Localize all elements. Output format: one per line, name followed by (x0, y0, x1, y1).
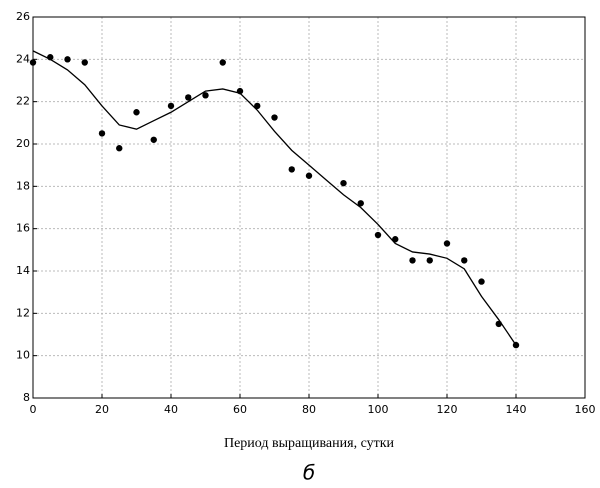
y-tick-label: 24 (16, 52, 30, 65)
x-tick-label: 60 (233, 403, 247, 416)
data-point (340, 179, 347, 187)
fit-line (32, 50, 517, 346)
data-point (29, 59, 37, 66)
y-tick-label: 8 (23, 391, 30, 404)
caption: б (303, 461, 315, 485)
data-point (305, 172, 313, 179)
data-point (116, 145, 123, 152)
data-point (409, 257, 416, 264)
y-tick-label: 12 (16, 306, 30, 319)
x-tick-label: 40 (164, 403, 178, 416)
data-point (202, 92, 209, 99)
data-point (150, 136, 157, 143)
data-point (461, 257, 468, 264)
plot-frame (32, 16, 586, 399)
x-tick-label: 20 (95, 403, 109, 416)
x-tick-label: 100 (368, 403, 389, 416)
x-tick-label: 160 (575, 403, 596, 416)
y-tick-label: 22 (16, 95, 30, 108)
data-point (254, 102, 261, 110)
data-point (219, 59, 226, 66)
y-tick-label: 26 (16, 10, 30, 23)
y-tick-label: 10 (16, 349, 30, 362)
data-point (133, 109, 140, 116)
data-point (185, 94, 192, 101)
y-tick-label: 18 (16, 179, 30, 192)
x-tick-label: 80 (302, 403, 316, 416)
y-tick-label: 14 (16, 264, 30, 277)
x-axis-label: Период выращивания, сутки (224, 436, 395, 451)
y-tick-label: 16 (16, 222, 30, 235)
data-point (357, 200, 364, 207)
data-point (426, 257, 433, 264)
x-tick-label: 0 (30, 403, 37, 416)
x-tick-label: 120 (437, 403, 458, 416)
data-point (81, 59, 88, 66)
x-tick-label: 140 (506, 403, 527, 416)
data-point (443, 240, 451, 247)
data-point (98, 130, 106, 137)
data-point (374, 231, 382, 239)
data-point (167, 102, 175, 110)
data-point (64, 56, 71, 63)
data-point (288, 166, 295, 173)
y-tick-label: 20 (16, 137, 30, 150)
data-point (271, 114, 278, 121)
data-point (478, 278, 485, 285)
